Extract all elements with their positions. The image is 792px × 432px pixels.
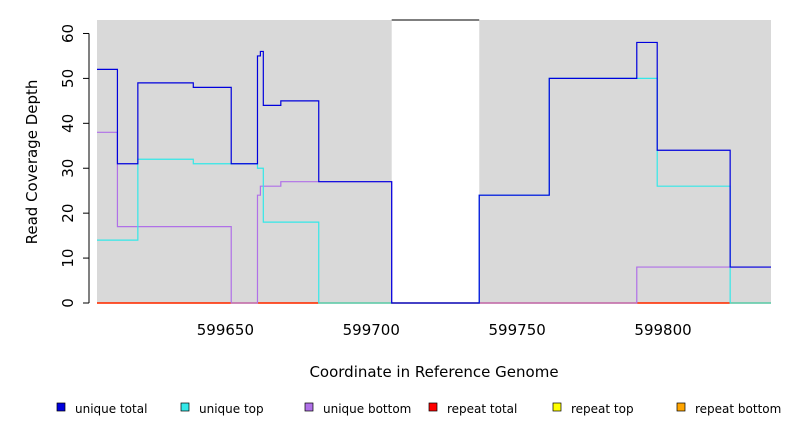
legend-swatch	[304, 402, 314, 412]
legend-swatch	[56, 402, 66, 412]
x-tick-label: 599800	[634, 321, 691, 339]
series-layer	[97, 41, 771, 304]
y-tick-label: 40	[59, 114, 77, 133]
x-tick-label: 599650	[197, 321, 254, 339]
y-tick-label: 10	[59, 249, 77, 268]
x-tick-label: 599750	[489, 321, 546, 339]
legend-swatch	[676, 402, 686, 412]
gap-region	[391, 20, 480, 303]
y-tick-label: 60	[59, 24, 77, 43]
y-tick-label: 0	[59, 298, 77, 308]
legend-label: unique top	[199, 402, 264, 416]
legend-label: unique bottom	[323, 402, 411, 416]
y-tick-label: 50	[59, 69, 77, 88]
legend-label: repeat top	[571, 402, 634, 416]
legend: unique total unique top unique bottom repea…	[56, 402, 781, 416]
legend-label: repeat total	[447, 402, 517, 416]
legend-label: repeat bottom	[695, 402, 781, 416]
legend-swatch	[428, 402, 438, 412]
axes-layer: Read Coverage Depth Coordinate in Refere…	[23, 19, 692, 381]
series-unique-total	[97, 41, 771, 304]
series-unique-bottom	[97, 131, 771, 304]
y-axis-title: Read Coverage Depth	[23, 80, 41, 245]
legend-label: unique total	[75, 402, 147, 416]
series-unique-top	[97, 77, 771, 304]
legend-swatch	[180, 402, 190, 412]
x-tick-label: 599700	[343, 321, 400, 339]
y-tick-label: 20	[59, 204, 77, 223]
x-axis-title: Coordinate in Reference Genome	[309, 363, 558, 381]
y-tick-label: 30	[59, 159, 77, 178]
legend-swatch	[552, 402, 562, 412]
